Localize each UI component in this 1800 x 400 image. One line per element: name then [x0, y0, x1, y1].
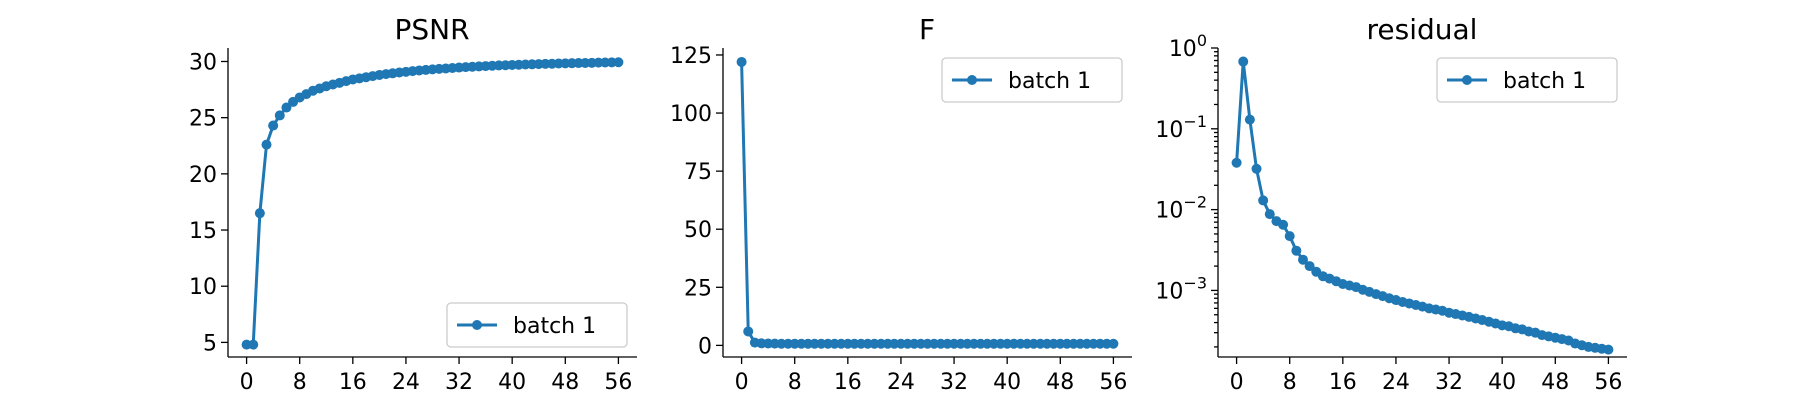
y-tick-label: 100 — [670, 102, 712, 127]
legend: batch 1 — [1436, 57, 1618, 103]
data-point — [254, 208, 265, 219]
y-tick-label: 75 — [684, 160, 712, 185]
y-tick-label: 125 — [670, 44, 712, 69]
data-point — [1297, 254, 1308, 265]
data-point — [1291, 245, 1302, 256]
legend-label: batch 1 — [1503, 69, 1586, 94]
chart-title: F — [919, 13, 935, 46]
data-point — [1258, 195, 1269, 206]
chart-panel-residual: residual 10−3 10−2 10−1 100 0 8 16 24 32 40 48 56 ba… — [1155, 13, 1627, 395]
x-tick-label: 24 — [887, 370, 915, 395]
y-tick-label: 0 — [698, 334, 712, 359]
x-tick-label: 16 — [339, 370, 367, 395]
data-point — [274, 110, 285, 121]
x-tick-label: 48 — [1046, 370, 1074, 395]
data-point — [613, 57, 624, 68]
y-tick-label: 10 — [189, 275, 217, 300]
chart-title: PSNR — [394, 13, 469, 46]
x-tick-label: 24 — [1382, 370, 1410, 395]
legend-frame — [446, 302, 628, 348]
x-tick-label: 8 — [788, 370, 802, 395]
x-tick-label: 32 — [445, 370, 473, 395]
data-point — [1278, 219, 1289, 230]
x-tick-label: 56 — [1099, 370, 1127, 395]
legend-frame — [1436, 57, 1618, 103]
data-point — [736, 56, 747, 67]
legend: batch 1 — [446, 302, 628, 348]
x-tick-label: 0 — [1230, 370, 1244, 395]
data-point — [1284, 231, 1295, 242]
chart-title: residual — [1367, 13, 1478, 46]
x-tick-label: 48 — [1541, 370, 1569, 395]
data-point — [1238, 56, 1249, 67]
y-tick-label: 25 — [189, 107, 217, 132]
chart-panel-f: F 0 25 50 75 100 125 0 8 16 24 32 40 48 56 batch 1 — [670, 13, 1132, 395]
x-tick-label: 16 — [1329, 370, 1357, 395]
data-point — [1108, 338, 1119, 349]
data-point — [1244, 114, 1255, 125]
x-tick-label: 24 — [392, 370, 420, 395]
data-point — [268, 120, 279, 131]
x-tick-label: 0 — [240, 370, 254, 395]
chart-panel-psnr: PSNR 5 10 15 20 25 30 0 8 16 24 32 40 48 56 batch 1 — [189, 13, 637, 395]
legend-label: batch 1 — [1008, 69, 1091, 94]
x-tick-label: 40 — [1488, 370, 1516, 395]
y-tick-label: 50 — [684, 218, 712, 243]
y-tick-label: 10−3 — [1155, 273, 1207, 304]
data-point — [1304, 261, 1315, 272]
y-tick-label: 15 — [189, 219, 217, 244]
y-tick-label: 30 — [189, 50, 217, 75]
y-tick-label: 20 — [189, 163, 217, 188]
legend-marker — [967, 75, 977, 85]
x-tick-label: 8 — [293, 370, 307, 395]
data-point — [261, 139, 272, 150]
x-tick-label: 40 — [498, 370, 526, 395]
x-tick-label: 40 — [993, 370, 1021, 395]
data-point — [1603, 344, 1614, 355]
legend-frame — [941, 57, 1123, 103]
legend: batch 1 — [941, 57, 1123, 103]
x-tick-label: 32 — [940, 370, 968, 395]
x-tick-label: 8 — [1283, 370, 1297, 395]
data-point — [281, 102, 292, 113]
legend-marker — [472, 320, 482, 330]
y-tick-label: 10−2 — [1155, 193, 1207, 224]
x-tick-label: 56 — [604, 370, 632, 395]
legend-marker — [1462, 75, 1472, 85]
legend-label: batch 1 — [513, 314, 596, 339]
x-tick-label: 48 — [551, 370, 579, 395]
y-tick-label: 25 — [684, 276, 712, 301]
y-tick-label: 5 — [203, 331, 217, 356]
data-point — [1251, 163, 1262, 174]
x-tick-label: 56 — [1594, 370, 1622, 395]
data-point — [248, 339, 259, 350]
y-tick-label: 100 — [1169, 31, 1207, 62]
x-tick-label: 32 — [1435, 370, 1463, 395]
x-tick-label: 0 — [735, 370, 749, 395]
data-point — [1231, 157, 1242, 168]
x-tick-label: 16 — [834, 370, 862, 395]
y-tick-label: 10−1 — [1155, 112, 1207, 143]
data-point — [1264, 209, 1275, 220]
data-point — [743, 326, 754, 337]
